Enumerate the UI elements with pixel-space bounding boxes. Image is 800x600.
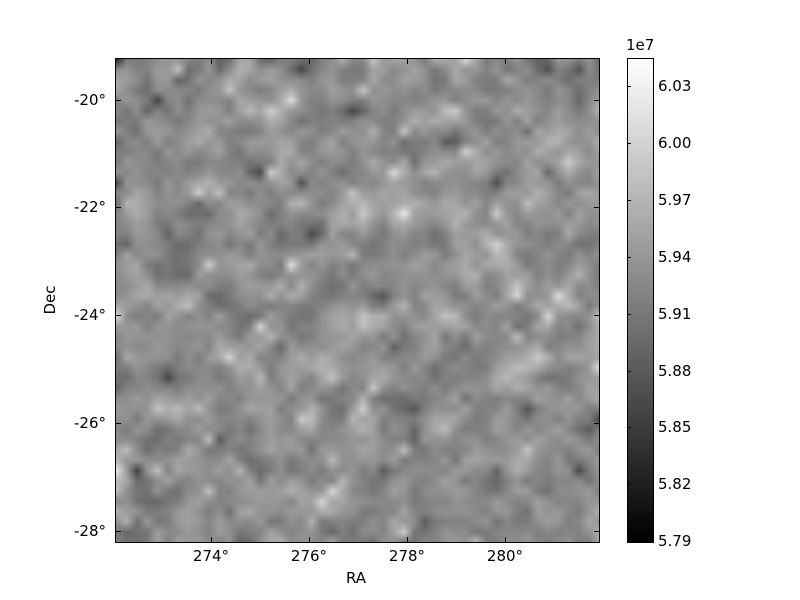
x-tick-label: 274° (192, 547, 230, 565)
y-tick-mark (116, 100, 121, 101)
colorbar-tick-mark (627, 86, 631, 88)
colorbar-tick-label: 5.91 (658, 304, 692, 323)
x-tick-mark-top (309, 59, 310, 64)
y-tick-mark-right (594, 531, 599, 532)
x-tick-mark (505, 537, 506, 542)
y-axis-label: Dec (41, 285, 59, 315)
y-tick-mark (116, 315, 121, 316)
y-tick-label: -28° (74, 522, 106, 540)
colorbar-tick-label: 6.00 (658, 134, 692, 153)
x-tick-mark-top (407, 59, 408, 64)
colorbar-tick-mark (627, 370, 631, 372)
colorbar-tick-mark (627, 200, 631, 202)
colorbar-tick-mark (627, 313, 631, 315)
heatmap-axes[interactable] (115, 58, 600, 543)
y-tick-label: -24° (74, 306, 106, 324)
colorbar-tick-mark (627, 256, 631, 258)
y-tick-mark-right (594, 207, 599, 208)
y-tick-mark-right (594, 423, 599, 424)
colorbar-tick-mark (627, 541, 631, 542)
colorbar-tick-mark (627, 143, 631, 145)
y-tick-label: -22° (74, 198, 106, 216)
colorbar-tick-label: 5.85 (658, 418, 692, 437)
y-tick-mark (116, 531, 121, 532)
colorbar-tick-label: 5.82 (658, 475, 692, 494)
y-tick-mark-right (594, 100, 599, 101)
heatmap-image (116, 59, 599, 542)
x-tick-mark-top (505, 59, 506, 64)
y-tick-mark (116, 207, 121, 208)
x-tick-label: 276° (290, 547, 328, 565)
colorbar-axes[interactable] (627, 58, 654, 543)
x-tick-mark (407, 537, 408, 542)
colorbar-tick-label: 6.03 (658, 77, 692, 96)
y-tick-label: -20° (74, 91, 106, 109)
x-axis-label: RA (345, 569, 367, 587)
colorbar-offset-text: 1e7 (626, 36, 655, 54)
colorbar-tick-label: 5.97 (658, 191, 692, 210)
colorbar-tick-mark (627, 484, 631, 486)
x-tick-label: 278° (388, 547, 426, 565)
y-tick-label: -26° (74, 414, 106, 432)
colorbar-tick-label: 5.94 (658, 247, 692, 266)
colorbar-tick-mark (627, 427, 631, 429)
colorbar-tick-label: 5.88 (658, 361, 692, 380)
colorbar-gradient (628, 59, 653, 542)
colorbar-tick-label: 5.79 (658, 532, 692, 550)
y-tick-mark (116, 423, 121, 424)
x-tick-mark (309, 537, 310, 542)
x-tick-mark (211, 537, 212, 542)
x-tick-label: 280° (486, 547, 524, 565)
x-tick-mark-top (211, 59, 212, 64)
y-tick-mark-right (594, 315, 599, 316)
